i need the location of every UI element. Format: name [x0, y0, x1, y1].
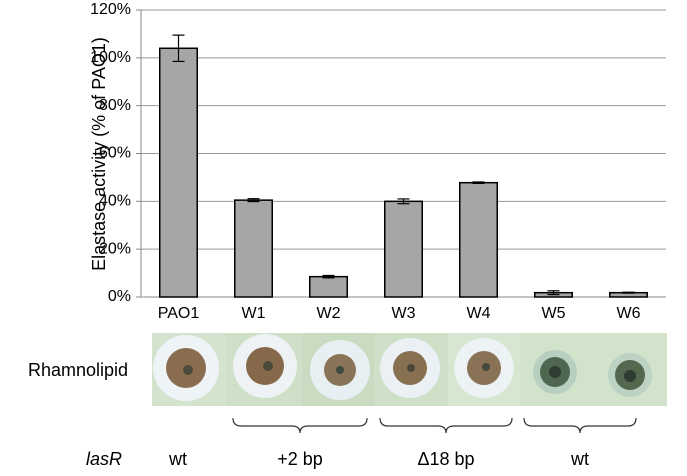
error-bar	[472, 181, 485, 184]
x-tick-label: W4	[467, 305, 491, 322]
error-bar	[397, 198, 410, 205]
x-tick-label: W3	[392, 305, 416, 322]
colony	[608, 353, 652, 397]
colony	[380, 338, 440, 398]
bar	[234, 199, 273, 298]
group-label: wt	[168, 449, 187, 469]
bar	[309, 275, 348, 298]
error-bar	[322, 274, 335, 279]
x-tick-label: W2	[317, 305, 341, 322]
error-bar	[622, 291, 635, 294]
error-bar	[247, 198, 260, 203]
error-bar	[547, 290, 560, 296]
colony	[454, 338, 514, 398]
group-braces	[232, 417, 637, 434]
bar	[459, 181, 498, 298]
brace	[379, 417, 513, 434]
colony	[310, 340, 370, 400]
row-label: lasR	[86, 449, 122, 469]
y-tick-label: 60%	[99, 145, 131, 162]
y-tick-label: 20%	[99, 240, 131, 257]
bar	[159, 47, 198, 298]
x-tick-label: W5	[542, 305, 566, 322]
group-label: wt	[570, 449, 589, 469]
y-axis-label: Elastase activity (% of PAO1)	[89, 37, 109, 271]
brace	[232, 417, 368, 434]
row-label: Rhamnolipid	[28, 360, 128, 380]
y-tick-label: 120%	[90, 1, 131, 18]
bar	[384, 200, 423, 298]
x-tick-label: PAO1	[158, 305, 200, 322]
y-tick-label: 40%	[99, 193, 131, 210]
x-tick-label: W1	[242, 305, 266, 322]
rhamnolipid-plates	[152, 333, 667, 406]
colony	[533, 350, 577, 394]
brace	[523, 417, 637, 434]
y-tick-label: 100%	[90, 49, 131, 66]
group-label: Δ18 bp	[417, 449, 474, 469]
x-tick-label: W6	[617, 305, 641, 322]
colony	[153, 335, 219, 401]
y-tick-label: 0%	[108, 288, 131, 305]
group-label: +2 bp	[277, 449, 323, 469]
colony	[233, 334, 297, 398]
y-tick-label: 80%	[99, 97, 131, 114]
error-bar	[172, 34, 185, 63]
